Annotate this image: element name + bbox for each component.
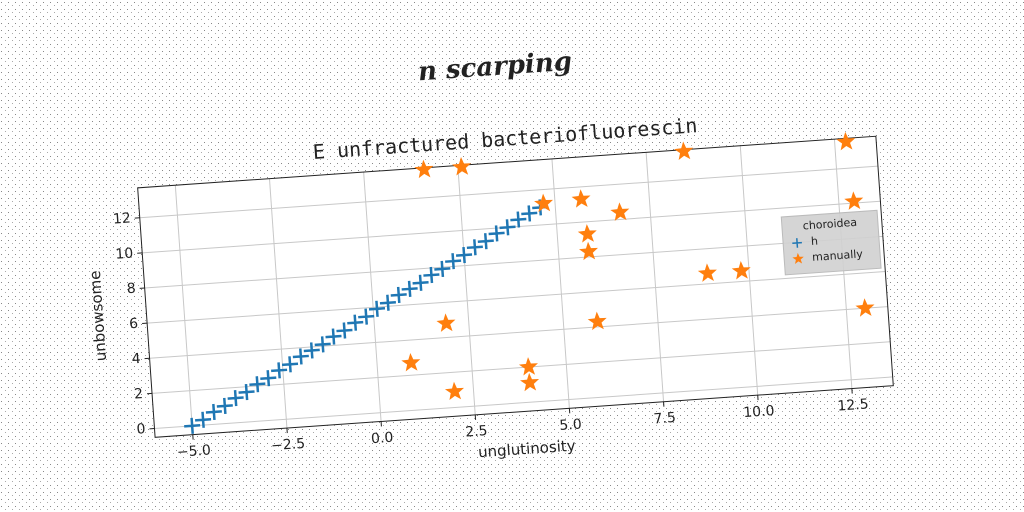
star-point (579, 241, 598, 261)
legend-marker (792, 252, 804, 264)
plus-point (260, 370, 277, 387)
star-point (571, 189, 591, 208)
plus-point (292, 348, 309, 365)
grid-line (268, 178, 288, 429)
plus-point (401, 280, 418, 297)
plus-point (412, 274, 429, 291)
plus-point (434, 260, 451, 278)
star-point (518, 357, 538, 376)
axes-frame (137, 135, 894, 438)
x-tick-label: 2.5 (465, 423, 488, 441)
grid-line (457, 165, 476, 415)
star-point (844, 191, 864, 210)
legend-box (780, 209, 882, 276)
plus-point (336, 322, 353, 339)
star-point (587, 311, 607, 331)
plus-point (358, 308, 375, 325)
x-tick-label: 0.0 (371, 430, 394, 448)
plus-point (466, 239, 483, 256)
plus-point (195, 411, 212, 428)
grid-line (739, 145, 759, 396)
grid-line (551, 158, 570, 409)
star-point (436, 313, 456, 332)
plus-point (249, 376, 266, 393)
grid-line (363, 172, 382, 422)
plus-point (488, 225, 505, 242)
legend-title: choroidea (802, 216, 857, 233)
grid-line (154, 376, 893, 429)
plus-point (303, 342, 320, 359)
star-point (534, 193, 554, 213)
plus-point (521, 205, 538, 222)
plus-point (347, 314, 364, 331)
plus-point (325, 328, 342, 345)
star-point (697, 263, 717, 282)
plus-point (184, 417, 201, 434)
grid-line (144, 235, 883, 289)
star-point (610, 202, 630, 221)
star-point (520, 372, 540, 392)
plus-point (455, 247, 473, 264)
legend-label: manually (812, 247, 864, 264)
star-point (731, 260, 751, 280)
x-tick-label: 7.5 (653, 410, 676, 428)
y-tick-label: 6 (129, 316, 139, 333)
star-point (836, 131, 856, 151)
y-tick-label: 4 (131, 351, 141, 368)
plus-point (205, 403, 222, 421)
y-tick-label: 8 (126, 281, 136, 298)
grid-line (147, 271, 886, 324)
star-point (577, 224, 597, 243)
plus-point (477, 233, 494, 250)
grid-line (151, 341, 891, 394)
grid-line (174, 185, 194, 435)
plus-point (423, 266, 440, 284)
y-tick-label: 12 (112, 210, 131, 227)
plus-point (390, 286, 407, 304)
y-tick-label: 2 (134, 386, 144, 403)
legend-marker (792, 238, 802, 248)
plus-point (510, 211, 527, 228)
grid-line (149, 306, 888, 359)
x-tick-label: 10.0 (743, 403, 775, 421)
plus-point (368, 300, 386, 317)
x-tick-label: −5.0 (176, 442, 211, 460)
star-point (414, 159, 434, 179)
grid-line (139, 165, 878, 219)
x-tick-label: −2.5 (271, 436, 306, 454)
y-tick-label: 0 (136, 421, 146, 438)
plus-point (314, 336, 331, 353)
grid-line (645, 152, 665, 402)
x-tick-label: 12.5 (837, 396, 869, 414)
x-tick-label: 5.0 (559, 417, 582, 435)
plus-point (445, 253, 462, 270)
plus-point (216, 397, 233, 414)
legend-label: h (811, 235, 819, 248)
star-point (444, 381, 465, 401)
plus-point (281, 356, 299, 373)
plus-point (499, 219, 516, 236)
plus-point (238, 383, 255, 401)
y-tick-label: 10 (115, 246, 134, 263)
star-point (401, 352, 421, 372)
plus-point (271, 362, 288, 379)
plus-point (227, 390, 244, 407)
star-point (674, 141, 694, 160)
star-point (452, 157, 471, 176)
plus-point (379, 294, 396, 311)
star-point (855, 298, 875, 317)
plot-area (137, 136, 894, 438)
